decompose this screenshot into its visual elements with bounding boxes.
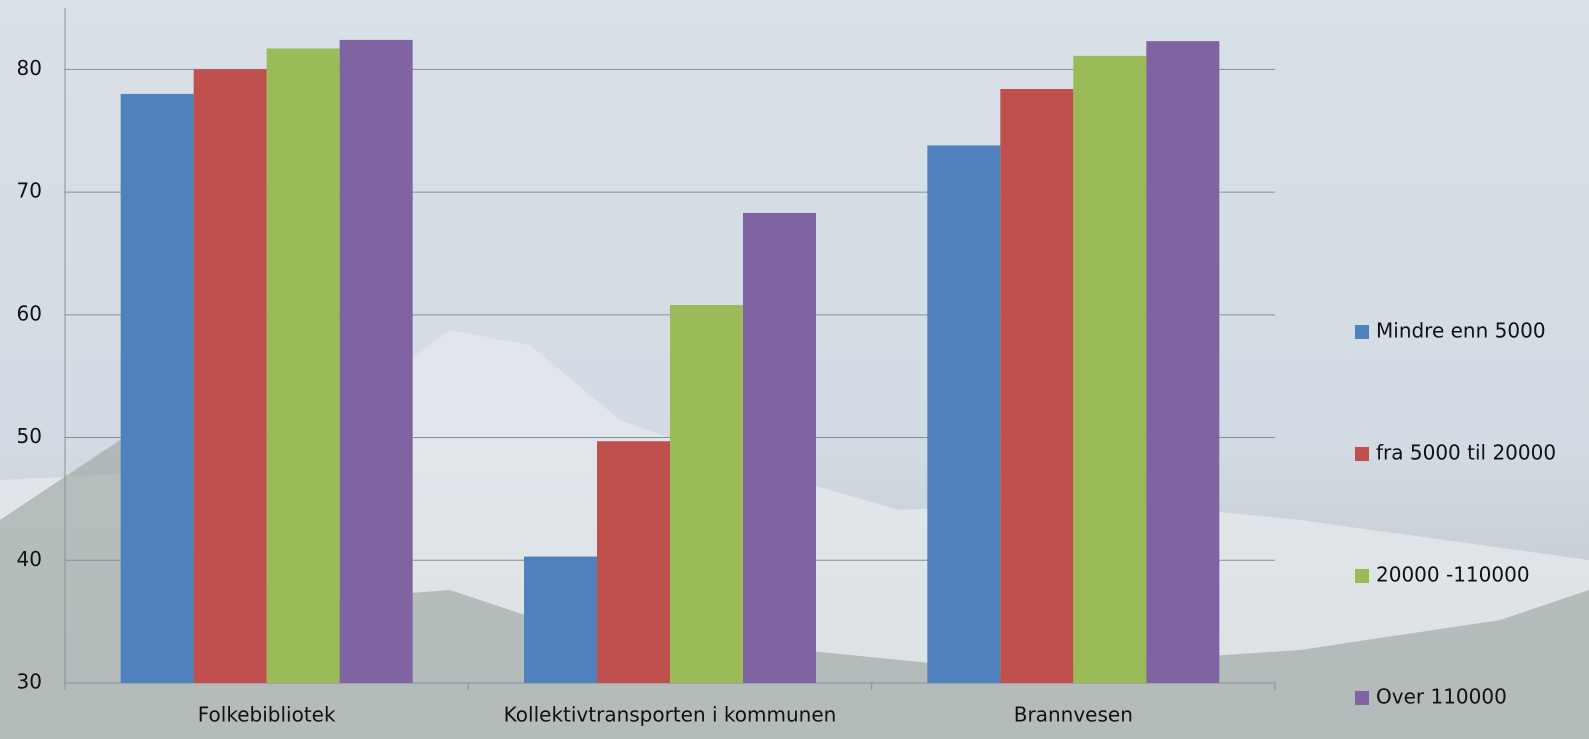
bar: [193, 69, 267, 683]
legend-swatch: [1355, 569, 1369, 583]
bar: [266, 48, 340, 683]
legend-swatch: [1355, 325, 1369, 339]
x-tick-label: Kollektivtransporten i kommunen: [504, 703, 837, 727]
legend-swatch: [1355, 691, 1369, 705]
y-tick-label: 40: [17, 547, 42, 571]
y-tick-label: 80: [17, 56, 42, 80]
legend-label: Over 110000: [1376, 685, 1507, 709]
legend-label: 20000 -110000: [1376, 563, 1530, 587]
bar: [670, 305, 743, 683]
bar: [1073, 55, 1147, 683]
bar: [339, 39, 413, 683]
bar: [927, 145, 1001, 684]
bar: [743, 212, 816, 684]
bar: [1000, 89, 1074, 683]
legend-label: Mindre enn 5000: [1376, 319, 1546, 343]
legend-label: fra 5000 til 20000: [1376, 441, 1556, 465]
x-tick-label: Folkebibliotek: [198, 703, 336, 727]
legend-swatch: [1355, 447, 1369, 461]
bar: [597, 441, 670, 683]
bar: [120, 93, 194, 684]
y-tick-label: 50: [17, 424, 42, 448]
bar: [1146, 41, 1220, 684]
y-tick-label: 30: [17, 670, 42, 694]
y-tick-label: 70: [17, 179, 42, 203]
bar: [524, 556, 597, 683]
y-tick-label: 60: [17, 301, 42, 325]
x-tick-label: Brannvesen: [1014, 703, 1133, 727]
